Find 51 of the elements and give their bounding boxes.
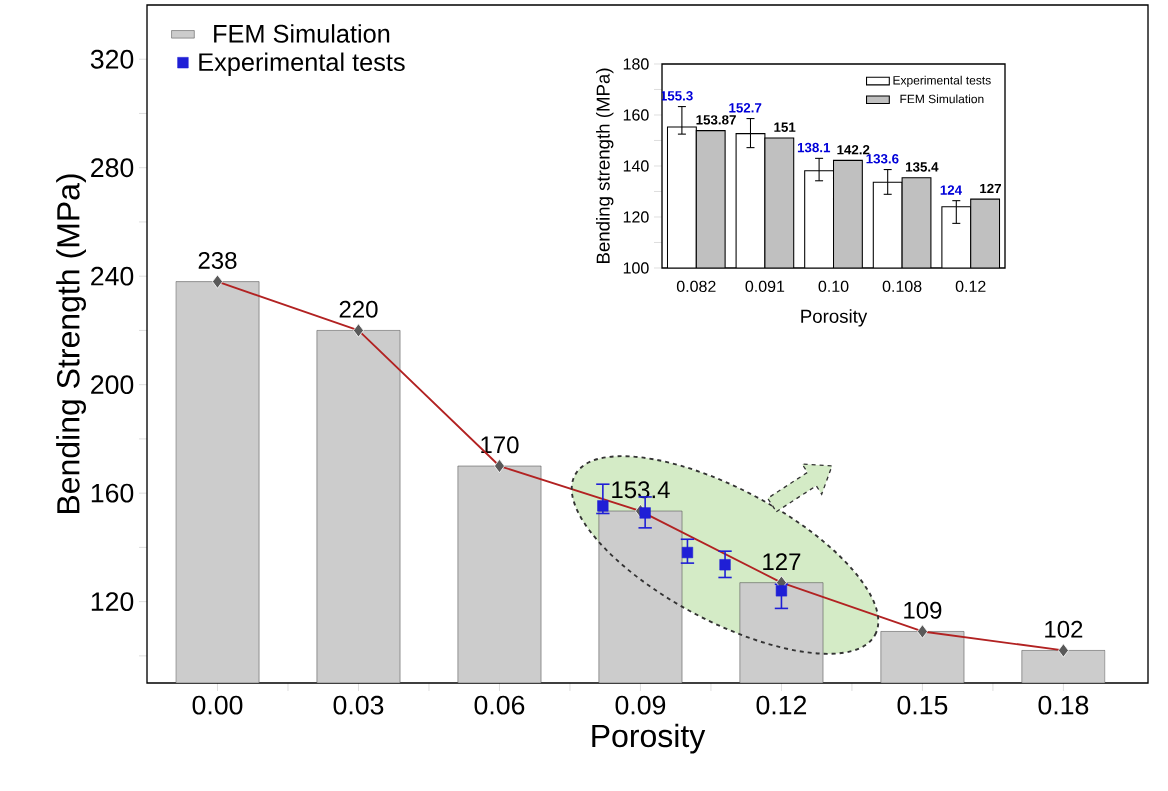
y-tick-label: 240 [91, 266, 134, 286]
y-tick-label: 140 [623, 160, 649, 172]
legend-label: FEM Simulation [214, 24, 390, 43]
data-label: 109 [904, 601, 942, 619]
x-tick-label: 0.03 [333, 695, 384, 715]
data-label: 138.1 [797, 142, 831, 153]
x-tick-label: 0.18 [1038, 695, 1089, 715]
x-tick-label: 0.12 [756, 695, 807, 715]
y-axis-title: Bending Strength (MPa) [56, 174, 86, 513]
x-tick-label: 0.082 [676, 280, 716, 293]
x-tick-label: 0.06 [474, 695, 525, 715]
data-label: 220 [339, 300, 378, 318]
x-tick-label: 0.091 [745, 280, 785, 293]
x-axis-title: Porosity [592, 723, 706, 754]
y-tick-label: 160 [91, 483, 134, 503]
y-tick-label: 160 [623, 109, 649, 121]
y-tick-label: 200 [91, 375, 134, 395]
y-tick-label: 120 [91, 592, 134, 612]
point [639, 507, 651, 519]
data-label: 127 [763, 553, 801, 570]
x-tick-label: 0.10 [818, 280, 849, 293]
point [775, 585, 788, 597]
legend-label: Experimental tests [199, 52, 405, 77]
y-tick-label: 100 [623, 262, 649, 274]
y-tick-label: 120 [623, 211, 649, 223]
data-label: 102 [1045, 620, 1083, 638]
y-tick-label: 280 [91, 158, 134, 178]
y-tick-label: 320 [90, 49, 134, 69]
x-tick-label: 0.108 [882, 280, 922, 293]
data-label: 153.87 [696, 115, 736, 125]
data-label: 135.4 [906, 162, 939, 172]
data-label: 153.4 [612, 481, 670, 499]
data-label: 152.7 [729, 103, 762, 113]
y-tick-label: 180 [623, 58, 649, 70]
y-axis-title: Bending strength (MPa) [596, 68, 614, 264]
x-tick-label: 0.12 [955, 280, 986, 293]
legend-label: FEM Simulation [900, 94, 984, 104]
x-axis-title: Porosity [801, 309, 868, 327]
data-label: 238 [198, 251, 237, 269]
data-label: 133.6 [866, 154, 899, 164]
point [719, 559, 731, 571]
data-label: 124 [940, 185, 963, 195]
point [681, 546, 694, 559]
data-label: 127 [980, 183, 1001, 194]
data-label: 142.2 [837, 145, 870, 155]
x-tick-label: 0.09 [615, 695, 666, 715]
x-tick-label: 0.00 [192, 695, 243, 715]
x-tick-label: 0.15 [897, 695, 948, 715]
legend-label: Experimental tests [893, 75, 991, 87]
data-label: 170 [481, 436, 519, 454]
data-label: 151 [774, 122, 796, 132]
